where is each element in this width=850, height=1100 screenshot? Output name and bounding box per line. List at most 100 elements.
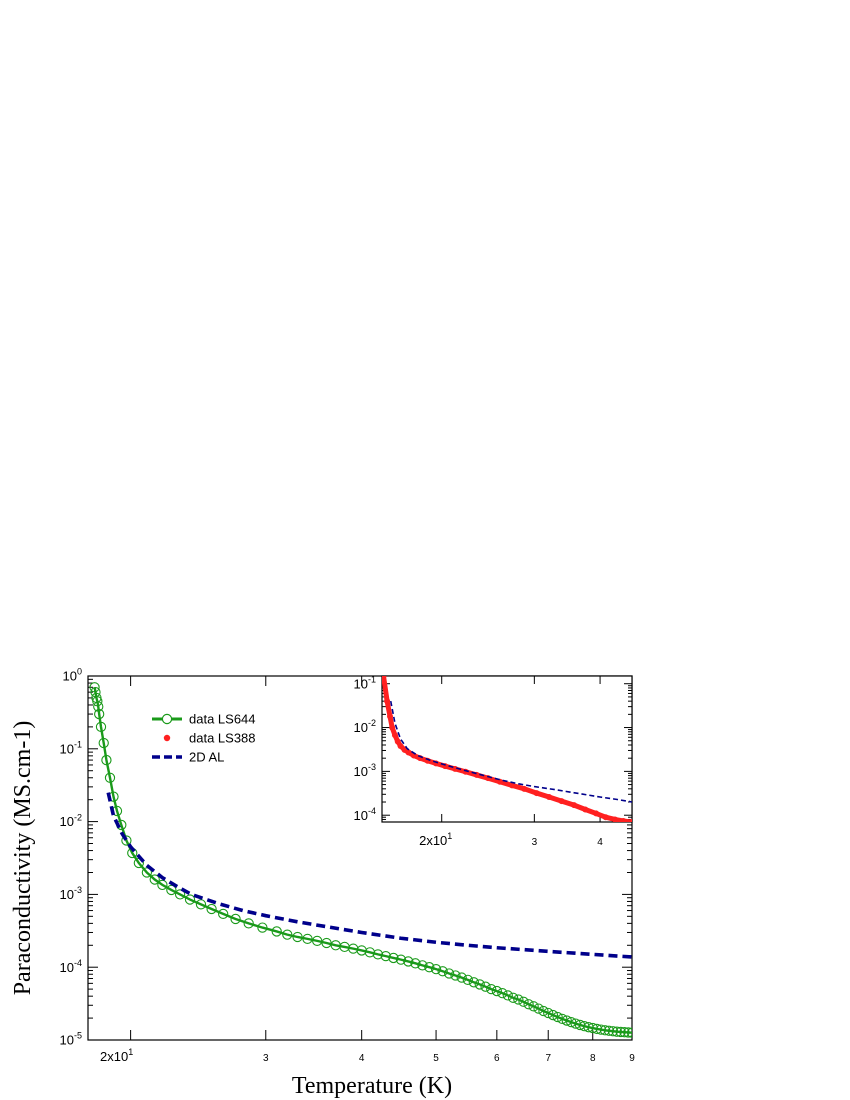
inset-y-tick-label-base: 10 <box>354 676 368 691</box>
main-ls644-point <box>547 1009 559 1021</box>
main-ls644-point <box>388 952 399 964</box>
main-ls644-point <box>523 999 534 1010</box>
main-ls644-point <box>104 772 116 783</box>
inset-y-tick-label-base: 10 <box>354 764 368 779</box>
inset-ls388-point <box>384 698 391 705</box>
inset-y-tick-label: 10-3 <box>354 762 376 779</box>
main-ls644-point <box>533 1003 544 1014</box>
main-ls644-point <box>561 1015 572 1026</box>
main-ls644-point <box>98 737 109 749</box>
main-ls644-point <box>92 696 103 707</box>
main-ls644-point <box>538 1005 549 1017</box>
inset-ls388-point <box>602 814 609 821</box>
main-ls644-point <box>557 1013 568 1025</box>
inset-series-2d-al-line <box>389 701 632 803</box>
main-ls644-point <box>468 977 479 988</box>
main-ls644-point <box>380 950 391 962</box>
main-ls644-point <box>456 972 467 983</box>
inset-y-tick-label: 10-1 <box>354 674 376 691</box>
main-y-tick-label-sup: -4 <box>74 958 82 968</box>
legend-label: data LS388 <box>189 731 256 746</box>
inset-y-tick-label: 10-4 <box>354 806 376 823</box>
main-x-tick-label-base: 9 <box>629 1053 635 1064</box>
main-ls644-point <box>607 1026 619 1037</box>
inset-ls388-point <box>508 782 515 789</box>
main-ls644-point <box>595 1024 607 1035</box>
inset-ls388-point <box>546 794 553 801</box>
main-ls644-point <box>518 996 529 1007</box>
main-y-tick-label-base: 10 <box>60 1033 74 1048</box>
main-ls644-point <box>626 1027 632 1038</box>
main-data-area <box>89 682 632 1038</box>
main-x-tick-label-sup: 1 <box>128 1047 133 1057</box>
legend-label: 2D AL <box>189 750 224 765</box>
main-ls644-point <box>491 985 502 997</box>
main-ls644-point <box>552 1011 563 1023</box>
main-ls644-point <box>257 922 268 933</box>
inset-ls388-point <box>397 742 404 749</box>
inset-ls388-point <box>496 778 503 785</box>
main-x-tick-label-base: 5 <box>433 1053 439 1064</box>
main-ls644-point <box>302 933 313 945</box>
main-ls644-point <box>502 990 513 1001</box>
inset-ls388-point <box>571 802 578 809</box>
main-y-axis-label: Paraconductivity (MS.cm-1) <box>10 721 36 996</box>
main-plot-frame <box>87 675 633 1041</box>
inset-y-tick-label-sup: -3 <box>368 762 376 772</box>
main-ls644-point <box>184 894 196 905</box>
inset-ls388-point <box>533 790 540 797</box>
main-ls644-point <box>474 979 485 990</box>
main-ls644-point <box>450 970 461 981</box>
legend-swatch-ls388 <box>163 734 171 742</box>
legend-item: data LS388 <box>163 731 256 746</box>
main-ls644-point <box>615 1026 626 1038</box>
inset-plot-frame <box>381 675 633 823</box>
main-ls644-point <box>528 1001 539 1012</box>
main-y-tick-label-sup: -5 <box>74 1031 82 1041</box>
main-ls644-point <box>395 954 407 965</box>
main-x-tick-label: 3 <box>263 1053 269 1064</box>
inset-x-tick-label: 4 <box>597 837 603 848</box>
main-ls644-point <box>587 1022 598 1034</box>
main-y-tick-label: 10-5 <box>60 1031 82 1048</box>
main-ls644-point <box>230 913 241 925</box>
main-y-tick-label: 10-3 <box>60 885 82 902</box>
main-series-ls644-line <box>93 687 632 1034</box>
main-x-tick-label: 2x101 <box>100 1047 133 1064</box>
main-ls644-point <box>403 956 414 967</box>
main-ls644-point <box>364 947 376 958</box>
main-ls644-point <box>603 1025 615 1036</box>
inset-x-tick-label-sup: 1 <box>447 831 452 841</box>
main-ls644-point <box>356 945 367 956</box>
legend: data LS644 data LS388 2D AL <box>152 712 256 765</box>
inset-ls388-point <box>593 810 600 817</box>
main-ls644-point <box>218 908 229 920</box>
main-ls644-point <box>93 701 104 712</box>
main-ls644-point <box>543 1007 554 1019</box>
main-y-tick-label-sup: -2 <box>74 812 82 822</box>
main-ls644-point <box>513 994 524 1005</box>
inset-x-tick-label: 2x101 <box>419 831 452 848</box>
main-ls644-point <box>583 1022 594 1033</box>
inset-ls388-point <box>521 785 528 792</box>
main-y-tick-label-base: 10 <box>60 887 74 902</box>
inset-ls388-point <box>387 713 394 720</box>
main-y-tick-label: 10-2 <box>60 812 82 829</box>
main-ls644-point <box>95 721 107 733</box>
main-ls644-point <box>480 981 491 992</box>
main-ls644-point <box>166 884 177 896</box>
main-ls644-point <box>282 929 293 940</box>
inset-ls388-point <box>558 798 565 805</box>
main-ls644-point <box>437 966 448 977</box>
main-ls644-point <box>599 1025 611 1036</box>
inset-y-tick-label-base: 10 <box>354 808 368 823</box>
main-y-tick-label-base: 10 <box>63 669 77 684</box>
main-ls644-point <box>619 1027 630 1038</box>
main-ls644-point <box>174 889 186 900</box>
main-ls644-point <box>94 708 105 720</box>
legend-label: data LS644 <box>189 712 256 727</box>
main-x-axis-label: Temperature (K) <box>292 1073 452 1099</box>
main-x-tick-label: 9 <box>629 1053 635 1064</box>
